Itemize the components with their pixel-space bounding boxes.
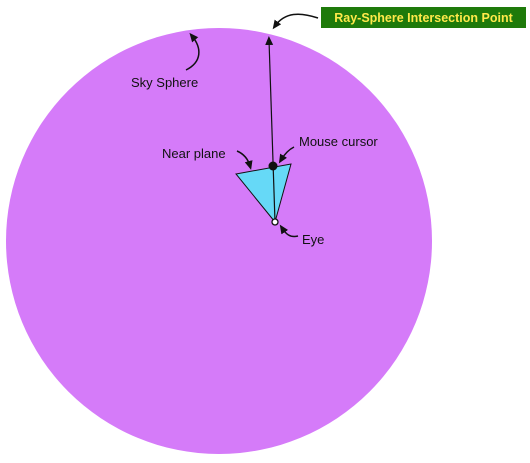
title-label: Ray-Sphere Intersection Point bbox=[334, 11, 513, 25]
eye-arrow bbox=[279, 224, 299, 238]
near-plane-arrow bbox=[236, 150, 253, 170]
near-plane-label: Near plane bbox=[162, 146, 226, 161]
mouse-cursor-label: Mouse cursor bbox=[299, 134, 378, 149]
near-plane-frustum bbox=[235, 163, 292, 224]
eye-point bbox=[271, 218, 279, 226]
mouse-cursor-point bbox=[268, 161, 278, 171]
sky-sphere-label: Sky Sphere bbox=[131, 75, 198, 90]
mouse-cursor-arrow bbox=[278, 146, 295, 164]
title-pointer-arrow bbox=[272, 13, 319, 30]
eye-label: Eye bbox=[302, 232, 324, 247]
sky-sphere bbox=[6, 28, 432, 454]
sky-sphere-arrow bbox=[185, 32, 200, 71]
title-box bbox=[321, 7, 526, 28]
view-ray bbox=[265, 36, 276, 223]
